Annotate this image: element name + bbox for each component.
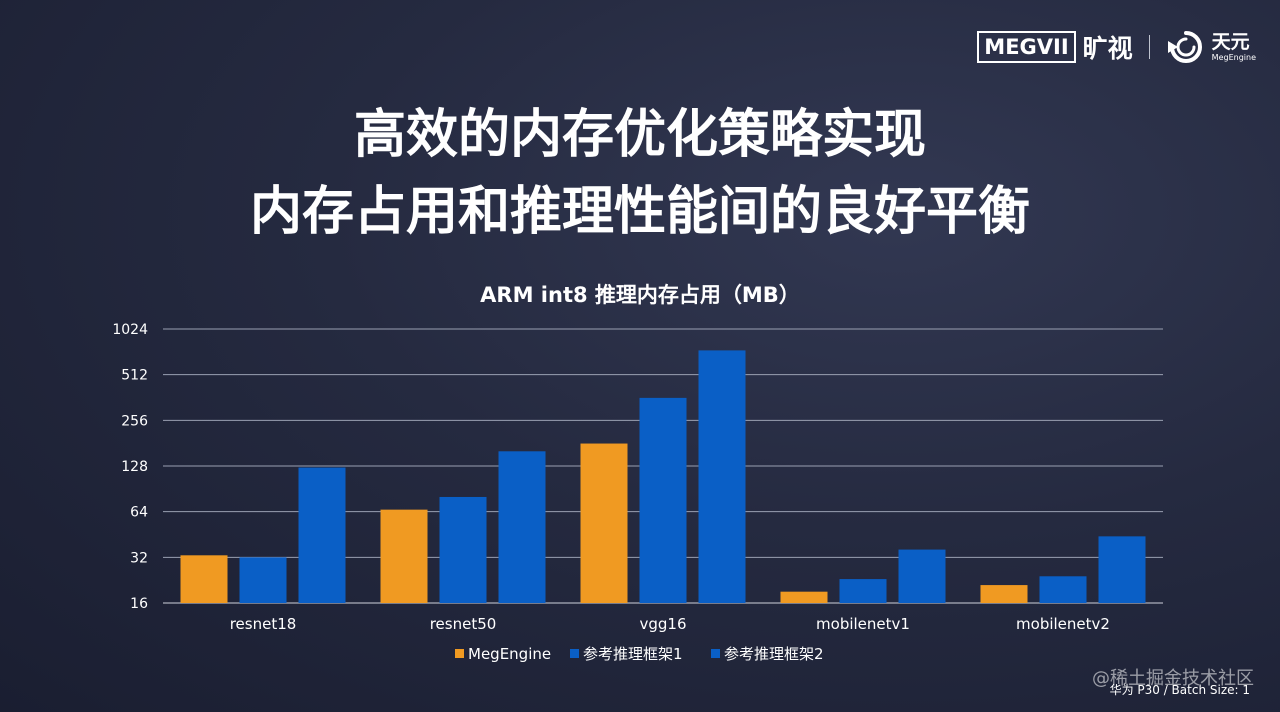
bar-mobilenetv1-series-1 [780,591,828,603]
legend-label: 参考推理框架2 [724,645,824,663]
tianyuan-logo: 天元 MegEngine [1166,30,1256,64]
bar-resnet18-series-1 [180,555,228,603]
legend-swatch [570,649,579,658]
legend-swatch [711,649,720,658]
y-tick-label: 16 [130,596,148,612]
bar-resnet50-series-3 [498,451,546,603]
bar-resnet18-series-3 [298,467,346,603]
y-tick-label: 256 [121,413,148,429]
tianyuan-swirl-icon [1167,31,1202,63]
bar-resnet18-series-2 [239,557,287,603]
tianyuan-cn-text: 天元 [1211,30,1250,53]
bar-mobilenetv1-series-3 [898,549,946,603]
legend-swatch [455,649,464,658]
x-tick-label: vgg16 [639,615,686,633]
x-tick-label: mobilenetv2 [1016,615,1110,633]
title-line-2: 内存占用和推理性能间的良好平衡 [249,182,1030,242]
logo-bar: MEGVII 旷视 天元 MegEngine [977,26,1256,68]
megvii-logo: MEGVII [977,31,1076,63]
title-line-1: 高效的内存优化策略实现 [353,105,926,165]
legend-label: 参考推理框架1 [583,645,683,663]
y-tick-label: 128 [121,459,148,475]
y-tick-label: 1024 [112,322,148,338]
footnote: 华为 P30 / Batch Size: 1 [1109,683,1250,697]
x-tick-label: resnet50 [430,615,497,633]
bar-vgg16-series-2 [639,397,687,603]
bar-mobilenetv2-series-1 [980,585,1028,603]
megvii-cn-logo: 旷视 [1082,34,1133,63]
chart-title: ARM int8 推理内存占用（MB） [480,283,800,307]
y-tick-label: 64 [130,505,148,521]
y-tick-label: 32 [130,550,148,566]
legend-label: MegEngine [468,645,551,663]
bar-vgg16-series-3 [698,350,746,603]
bar-resnet50-series-1 [380,509,428,603]
bar-mobilenetv2-series-3 [1098,536,1146,603]
watermark: @稀土掘金技术社区 [1092,668,1254,689]
tianyuan-en-text: MegEngine [1211,52,1256,62]
logo-divider [1148,35,1150,59]
bar-vgg16-series-1 [580,443,628,603]
y-tick-label: 512 [121,368,148,384]
x-tick-label: mobilenetv1 [816,615,910,633]
bar-resnet50-series-2 [439,496,487,603]
x-tick-label: resnet18 [230,615,297,633]
bar-mobilenetv2-series-2 [1039,576,1087,603]
bar-mobilenetv1-series-2 [839,579,887,603]
